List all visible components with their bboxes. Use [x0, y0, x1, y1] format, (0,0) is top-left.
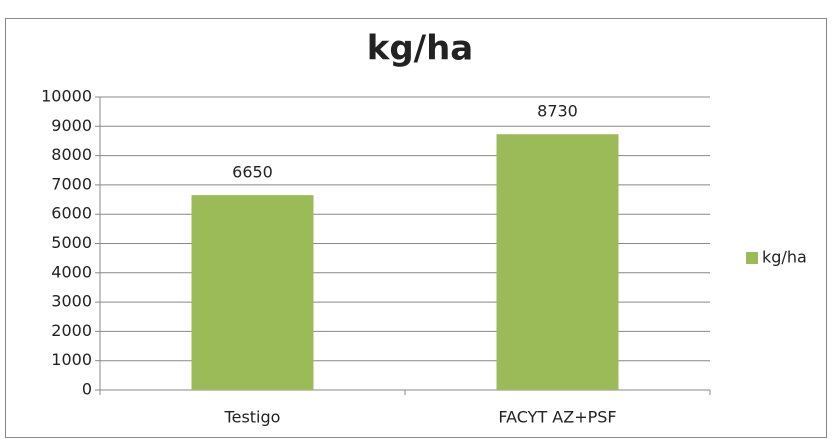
y-tick-label: 10000: [41, 87, 92, 106]
data-label: 6650: [232, 163, 273, 182]
legend-swatch: [746, 252, 758, 264]
y-tick-label: 6000: [51, 204, 92, 223]
data-label: 8730: [537, 102, 578, 121]
y-tick-label: 5000: [51, 233, 92, 252]
chart-border: [5, 18, 827, 438]
y-tick-label: 2000: [51, 321, 92, 340]
y-tick-label: 7000: [51, 174, 92, 193]
y-tick-label: 4000: [51, 262, 92, 281]
chart-title: kg/ha: [367, 29, 474, 69]
x-tick-label: FACYT AZ+PSF: [498, 408, 616, 427]
bar: [191, 195, 314, 390]
y-tick-label: 3000: [51, 292, 92, 311]
y-tick-label: 9000: [51, 116, 92, 135]
bar: [496, 134, 619, 390]
y-tick-label: 0: [82, 380, 92, 399]
legend-label: kg/ha: [762, 248, 807, 267]
x-tick-label: Testigo: [224, 408, 281, 427]
y-tick-label: 1000: [51, 350, 92, 369]
y-tick-label: 8000: [51, 145, 92, 164]
